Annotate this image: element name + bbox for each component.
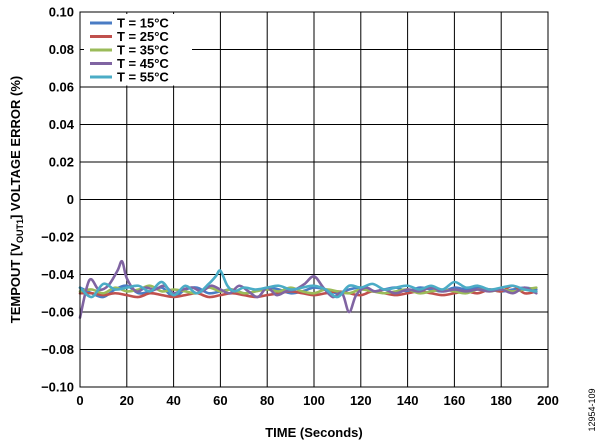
x-tick-labels: 0 20 40 60 80 100 120 140 160 180 200	[76, 393, 558, 408]
y-axis-title: TEMPOUT [VOUT1] VOLTAGE ERROR (%)	[8, 76, 25, 323]
y-tick-label: 0	[67, 192, 74, 207]
x-tick-label: 40	[166, 393, 180, 408]
legend-label: T = 35°C	[117, 43, 169, 58]
figure-id: 12954-109	[587, 388, 597, 431]
y-axis-title-prefix: TEMPOUT [V	[8, 243, 23, 323]
x-axis-title: TIME (Seconds)	[265, 425, 363, 440]
y-tick-label: 0.02	[49, 155, 74, 170]
y-axis-title-suffix: ] VOLTAGE ERROR (%)	[8, 76, 23, 219]
y-tick-label: −0.10	[41, 380, 74, 395]
x-tick-label: 80	[260, 393, 274, 408]
legend-label: T = 15°C	[117, 16, 169, 31]
y-tick-label: −0.04	[41, 267, 75, 282]
x-tick-label: 200	[537, 393, 559, 408]
x-tick-label: 160	[444, 393, 466, 408]
y-tick-label: 0.08	[49, 42, 74, 57]
x-tick-label: 180	[490, 393, 512, 408]
x-tick-label: 0	[76, 393, 83, 408]
x-tick-label: 20	[120, 393, 134, 408]
y-axis-title-subscript: OUT1	[15, 219, 25, 243]
legend-label: T = 25°C	[117, 29, 169, 44]
series-line-5	[78, 269, 538, 299]
y-tick-label: 0.04	[49, 117, 75, 132]
series-lines	[78, 259, 538, 319]
legend: T = 15°CT = 25°CT = 35°CT = 45°CT = 55°C	[84, 14, 192, 86]
x-tick-label: 60	[213, 393, 227, 408]
y-tick-label: −0.08	[41, 342, 74, 357]
legend-label: T = 55°C	[117, 70, 169, 85]
x-tick-label: 120	[350, 393, 372, 408]
y-tick-label: −0.02	[41, 230, 74, 245]
x-tick-label: 140	[397, 393, 419, 408]
y-tick-label: 0.06	[49, 80, 74, 95]
y-tick-labels: 0.10 0.08 0.06 0.04 0.02 0 −0.02 −0.04 −0.06 −0.0…	[41, 5, 75, 395]
y-tick-label: 0.10	[49, 5, 74, 20]
x-tick-label: 100	[303, 393, 325, 408]
y-tick-label: −0.06	[41, 305, 74, 320]
legend-label: T = 45°C	[117, 56, 169, 71]
plot-frame	[79, 11, 549, 388]
